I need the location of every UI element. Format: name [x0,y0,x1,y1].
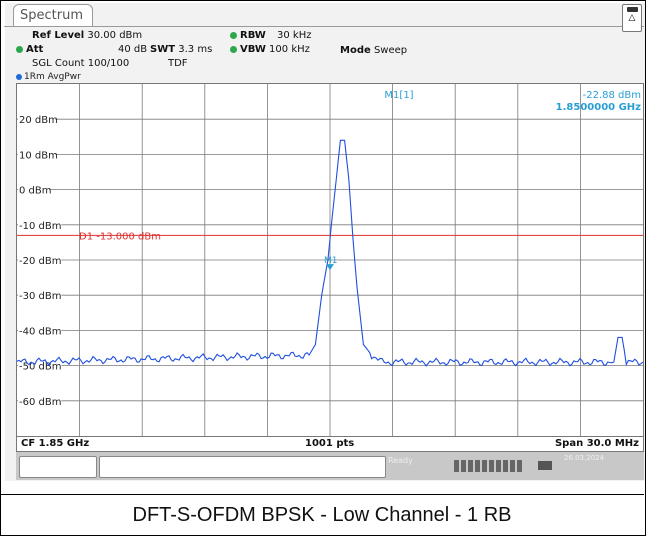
y-tick-label: -20 dBm [19,256,61,267]
y-tick-label: -60 dBm [19,397,61,408]
y-tick-label-bg [18,359,62,371]
span-readout: Span 30.0 MHz [554,438,639,449]
vbw-readout[interactable]: VBW 100 kHz [230,44,310,55]
ref-level-readout[interactable]: Ref Level 30.00 dBm [32,30,142,41]
marker-level: -22.88 dBm [583,90,641,101]
ref-level-label: Ref Level [32,30,85,41]
battery-warning-icon[interactable]: △ [622,4,642,32]
status-field-1[interactable] [19,456,97,478]
y-tick-label: -40 dBm [19,326,61,337]
rbw-indicator-icon [230,31,237,39]
swt-readout[interactable]: SWT 3.3 ms [150,44,212,55]
trace-label-text: 1Rm AvgPwr [24,72,81,82]
trace-label[interactable]: 1Rm AvgPwr [16,72,81,82]
spectrum-plot[interactable]: 20 dBm 10 dBm 0 dBm -10 dBm -20 dBm -30 dBm -4… [16,83,644,437]
plot-footer: CF 1.85 GHz 1001 pts Span 30.0 MHz [16,437,644,452]
sgl-count: SGL Count 100/100 [32,58,130,69]
marker-frequency: 1.8500000 GHz [556,102,642,113]
vbw-value: 100 kHz [269,44,310,55]
marker-m1-tag: M1 [324,256,338,266]
rbw-readout[interactable]: RBW 30 kHz [230,30,311,41]
figure-caption: DFT-S-OFDM BPSK - Low Channel - 1 RB [0,494,644,535]
tdf-label: TDF [168,58,188,69]
center-frequency: CF 1.85 GHz [21,438,90,449]
y-tick-label-bg [18,324,62,336]
ref-level-value: 30.00 dBm [87,30,143,41]
y-tick-label-bg [18,183,49,195]
trace-indicator-icon [16,73,22,80]
spectrum-chart: 20 dBm 10 dBm 0 dBm -10 dBm -20 dBm -30 dBm -4… [16,84,644,436]
vbw-label: VBW [240,44,266,55]
y-tick-label-bg [18,289,62,301]
mode-readout[interactable]: Mode Sweep [340,45,407,56]
tab-spectrum[interactable]: Spectrum [13,4,93,26]
y-tick-label-bg [18,148,56,160]
marker-m1-icon[interactable] [326,264,334,271]
marker-label: M1[1] [384,90,413,101]
display-line-label: D1 -13.000 dBm [79,231,161,242]
trace-1-line [16,139,644,367]
y-tick-label: 10 dBm [19,150,58,161]
status-ready: Ready [388,456,413,465]
y-tick-label: -10 dBm [19,221,61,232]
sweep-points: 1001 pts [305,438,355,449]
att-readout[interactable]: Att [16,44,43,55]
progress-bars-icon [454,460,524,472]
att-indicator-icon [16,45,23,53]
y-tick-label-bg [18,394,62,406]
swt-label: SWT [150,44,176,55]
swt-value: 3.3 ms [178,44,213,55]
att-value: 40 dB [118,44,148,55]
y-tick-label: -50 dBm [19,362,61,373]
att-label: Att [26,44,44,55]
plot-grid [17,84,643,436]
y-tick-label: 20 dBm [19,115,58,126]
y-tick-label-bg [18,113,56,125]
rbw-label: RBW [240,30,266,41]
tab-divider [4,26,644,27]
mode-label: Mode [340,45,371,56]
status-bar: Ready 26.03.2024 [16,452,644,480]
mode-value: Sweep [373,45,408,56]
instrument-icon [538,461,552,470]
y-tick-label-bg [18,254,62,265]
y-tick-label: 0 dBm [19,186,52,197]
vbw-indicator-icon [230,45,237,53]
rbw-value: 30 kHz [277,30,312,41]
status-field-2[interactable] [99,456,386,478]
y-axis-labels: 20 dBm 10 dBm 0 dBm -10 dBm -20 dBm -30 dBm -4… [18,113,61,408]
y-tick-label: -30 dBm [19,291,61,302]
y-tick-label-bg [18,218,62,230]
status-date: 26.03.2024 [564,454,605,462]
